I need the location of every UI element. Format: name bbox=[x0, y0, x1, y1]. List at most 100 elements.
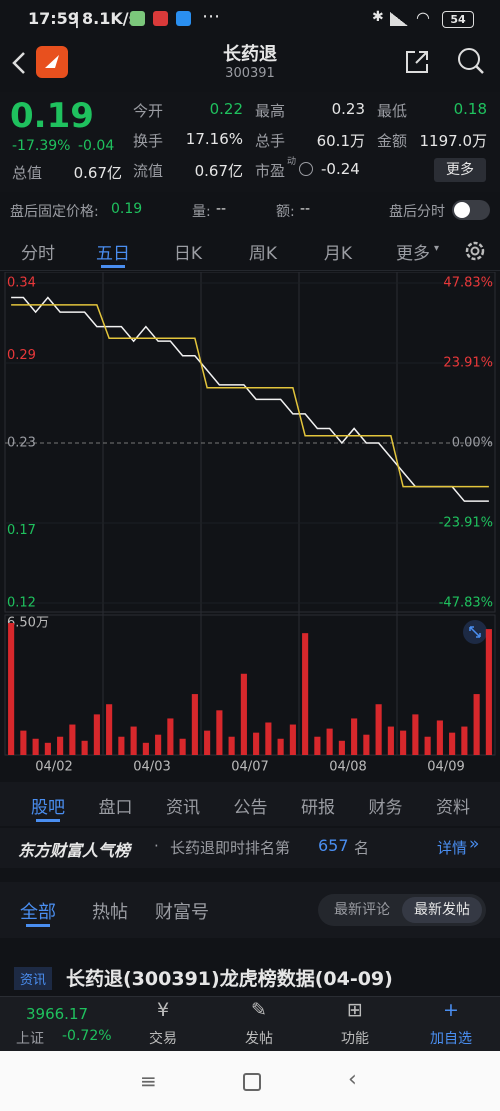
x-tick-label: 04/09 bbox=[427, 760, 464, 775]
field-label: 总值 bbox=[12, 164, 43, 182]
field-value: 0.67亿 bbox=[73, 164, 122, 182]
volume-tick-label: 6.50万 bbox=[7, 616, 49, 631]
price: 0.19 bbox=[10, 96, 94, 136]
stock-code: 300391 bbox=[225, 66, 275, 81]
action-label[interactable]: 加自选 bbox=[430, 1031, 472, 1047]
battery: 54 bbox=[442, 11, 474, 28]
tab[interactable]: 研报 bbox=[301, 798, 335, 818]
tab[interactable]: 月K bbox=[323, 244, 353, 264]
chart-tabs: 分时 五日 日K 周K 月K 更多 ▾ bbox=[0, 230, 500, 271]
home-button[interactable] bbox=[243, 1073, 261, 1091]
field-value: 0.23 bbox=[331, 100, 365, 118]
action-icon[interactable]: ✎ bbox=[251, 999, 267, 1021]
menu-button[interactable]: ≡ bbox=[140, 1069, 157, 1093]
info-icon[interactable] bbox=[299, 162, 313, 176]
tab[interactable]: 全部 bbox=[20, 902, 56, 923]
price-line bbox=[11, 296, 489, 502]
bottom-bar: 3966.17 上证 -0.72% ¥ 交易 ✎ 发帖 ⊞ 功能 + 加自选 bbox=[0, 996, 500, 1051]
volume-bar bbox=[228, 736, 235, 755]
tab[interactable]: 更多 bbox=[396, 244, 430, 264]
action-icon[interactable]: ⊞ bbox=[347, 999, 363, 1021]
nav-bar: ≡ ‹ bbox=[0, 1051, 500, 1111]
y2-tick-label: 0.00% bbox=[452, 436, 493, 451]
tab-underline bbox=[36, 819, 60, 822]
action-icon[interactable]: + bbox=[443, 999, 459, 1021]
info-tabs: 股吧 盘口 资讯 公告 研报 财务 资料 bbox=[0, 782, 500, 826]
more-icon: ⋯ bbox=[202, 6, 220, 27]
tab[interactable]: 周K bbox=[248, 244, 278, 264]
share-button[interactable] bbox=[403, 48, 431, 76]
volume-bar bbox=[326, 728, 333, 755]
label: 盘后固定价格: bbox=[10, 204, 99, 220]
time: 17:59 bbox=[28, 9, 79, 28]
volume-bar bbox=[436, 720, 443, 755]
tab[interactable]: 资料 bbox=[436, 798, 470, 818]
field-label: 换手 bbox=[133, 132, 164, 150]
dropdown-arrow: ▾ bbox=[434, 243, 440, 254]
tab[interactable]: 盘口 bbox=[98, 798, 133, 818]
action-label[interactable]: 交易 bbox=[149, 1031, 177, 1047]
sort-option[interactable]: 最新发帖 bbox=[402, 897, 482, 923]
news-item[interactable]: 资讯 长药退(300391)龙虎榜数据(04-09) bbox=[0, 958, 500, 996]
feed-tabs: 最新评论 最新发帖 全部 热帖 财富号 bbox=[0, 882, 500, 938]
action-label[interactable]: 发帖 bbox=[245, 1031, 273, 1047]
tab[interactable]: 股吧 bbox=[31, 798, 65, 818]
detail-link[interactable]: 详情 bbox=[437, 839, 468, 857]
action-icon[interactable]: ¥ bbox=[156, 999, 170, 1021]
action-label[interactable]: 功能 bbox=[341, 1031, 369, 1047]
field-sup: 动 bbox=[287, 157, 297, 167]
field-label: 金额 bbox=[377, 132, 408, 150]
y2-tick-label: 23.91% bbox=[443, 356, 493, 371]
wifi-icon: ◠ bbox=[416, 8, 430, 27]
sort-option[interactable]: 最新评论 bbox=[334, 902, 390, 918]
field-value: 0.18 bbox=[453, 100, 487, 118]
news-tag: 资讯 bbox=[14, 967, 53, 990]
volume-bar bbox=[485, 629, 492, 755]
y-tick-label: 0.34 bbox=[7, 276, 36, 291]
price-frame bbox=[4, 272, 496, 613]
back-button[interactable] bbox=[10, 50, 28, 76]
tab[interactable]: 五日 bbox=[96, 244, 130, 264]
tab[interactable]: 财务 bbox=[368, 798, 403, 818]
toggle[interactable] bbox=[452, 200, 490, 220]
field-label: 今开 bbox=[133, 102, 164, 120]
tab[interactable]: 资讯 bbox=[166, 798, 200, 818]
label: 盘后分时 bbox=[389, 204, 445, 220]
volume-bar bbox=[387, 726, 394, 755]
dot: · bbox=[154, 837, 159, 855]
settings-button[interactable] bbox=[462, 238, 488, 264]
tab[interactable]: 公告 bbox=[233, 798, 268, 818]
more-button[interactable]: 更多 bbox=[434, 158, 486, 182]
logo bbox=[36, 46, 68, 78]
stock-name: 长药退 bbox=[223, 44, 277, 65]
tab[interactable]: 日K bbox=[173, 244, 203, 264]
volume-bar bbox=[289, 724, 296, 755]
y2-tick-label: -47.83% bbox=[439, 596, 493, 611]
volume-bar bbox=[155, 734, 162, 755]
tab[interactable]: 分时 bbox=[21, 244, 55, 264]
ranking-brand: 东方财富人气榜 bbox=[18, 841, 131, 860]
volume-bar bbox=[338, 740, 345, 755]
volume-bar bbox=[130, 726, 137, 755]
tab[interactable]: 热帖 bbox=[92, 902, 128, 923]
volume-bar bbox=[20, 730, 27, 755]
app-icon bbox=[130, 11, 145, 26]
chevron: » bbox=[469, 834, 480, 854]
ranking-text: 长药退即时排名第 bbox=[170, 839, 291, 857]
field-label: 流值 bbox=[133, 162, 164, 180]
tab-underline bbox=[101, 265, 125, 268]
x-tick-label: 04/02 bbox=[35, 760, 72, 775]
volume-frame bbox=[4, 614, 496, 756]
search-button[interactable] bbox=[456, 46, 486, 76]
back-nav[interactable]: ‹ bbox=[348, 1067, 357, 1092]
status-bar: 17:59 | 8.1K/s ⋯ ✱ ◠ 54 bbox=[0, 0, 500, 38]
value: 0.19 bbox=[111, 201, 143, 217]
field-label: 最低 bbox=[377, 102, 408, 120]
tab[interactable]: 财富号 bbox=[155, 902, 209, 923]
field-value: 60.1万 bbox=[316, 132, 365, 150]
field-label: 总手 bbox=[255, 132, 286, 150]
volume-bar bbox=[191, 694, 198, 755]
rank: 657 bbox=[318, 836, 349, 855]
volume-bar bbox=[253, 732, 260, 755]
volume-bar bbox=[473, 694, 480, 755]
